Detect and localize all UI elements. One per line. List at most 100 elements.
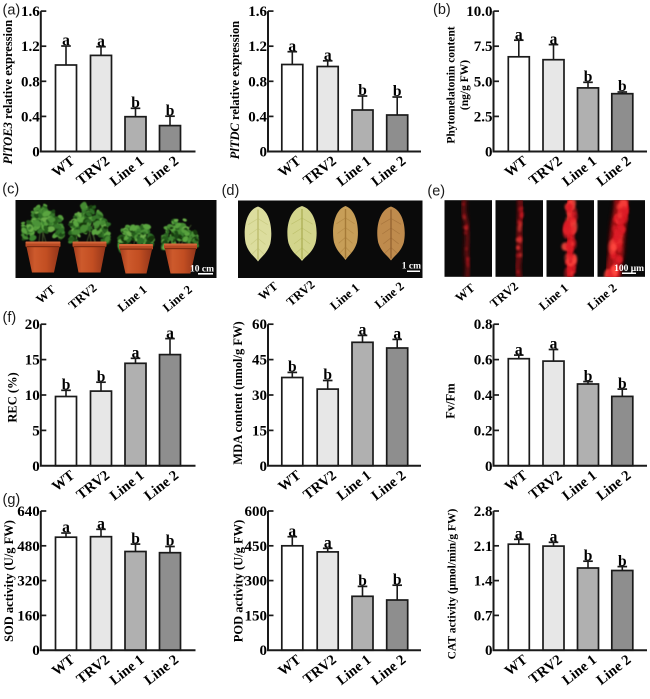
svg-text:b: b bbox=[393, 83, 402, 100]
svg-text:REC (%): REC (%) bbox=[6, 372, 20, 422]
svg-text:5: 5 bbox=[32, 423, 40, 439]
svg-text:a: a bbox=[393, 326, 401, 343]
svg-text:2.8: 2.8 bbox=[474, 504, 493, 520]
svg-text:a: a bbox=[550, 529, 558, 546]
svg-text:0.8: 0.8 bbox=[474, 317, 493, 333]
svg-text:(f): (f) bbox=[3, 310, 17, 326]
svg-text:b: b bbox=[288, 359, 297, 376]
svg-text:b: b bbox=[62, 377, 71, 394]
svg-text:(b): (b) bbox=[433, 2, 451, 18]
svg-text:0.6: 0.6 bbox=[474, 353, 493, 369]
svg-text:320: 320 bbox=[17, 574, 40, 590]
svg-text:0.8: 0.8 bbox=[248, 74, 267, 90]
svg-text:0: 0 bbox=[485, 643, 493, 659]
svg-text:b: b bbox=[584, 69, 593, 86]
svg-text:a: a bbox=[324, 47, 332, 64]
svg-text:100 μm: 100 μm bbox=[614, 264, 644, 274]
svg-text:1.6: 1.6 bbox=[248, 4, 267, 20]
svg-text:MDA content (nmol/g FW): MDA content (nmol/g FW) bbox=[231, 321, 245, 464]
svg-text:0: 0 bbox=[485, 145, 493, 161]
svg-text:0.2: 0.2 bbox=[474, 423, 493, 439]
svg-text:PlTOE3 relative expression: PlTOE3 relative expression bbox=[1, 20, 15, 164]
svg-text:b: b bbox=[131, 530, 140, 547]
svg-text:45: 45 bbox=[252, 353, 267, 369]
svg-text:(e): (e) bbox=[427, 183, 445, 199]
svg-text:a: a bbox=[62, 32, 70, 49]
svg-text:15: 15 bbox=[252, 423, 267, 439]
svg-text:0.8: 0.8 bbox=[21, 74, 40, 90]
svg-text:1.2: 1.2 bbox=[21, 39, 40, 55]
svg-text:2.5: 2.5 bbox=[474, 109, 493, 125]
svg-text:a: a bbox=[97, 33, 105, 50]
svg-text:SOD activity (U/g FW): SOD activity (U/g FW) bbox=[2, 520, 16, 642]
svg-text:b: b bbox=[358, 573, 367, 590]
svg-text:b: b bbox=[166, 533, 175, 550]
svg-text:1 cm: 1 cm bbox=[402, 262, 421, 272]
svg-text:0: 0 bbox=[260, 643, 268, 659]
svg-text:2.1: 2.1 bbox=[474, 539, 493, 555]
svg-text:(d): (d) bbox=[222, 183, 240, 199]
svg-text:(c): (c) bbox=[2, 182, 19, 198]
svg-text:a: a bbox=[359, 322, 367, 339]
svg-text:a: a bbox=[132, 345, 140, 362]
svg-text:1.2: 1.2 bbox=[248, 39, 267, 55]
svg-text:150: 150 bbox=[245, 608, 268, 624]
svg-text:b: b bbox=[323, 367, 332, 384]
svg-text:Fv/Fm: Fv/Fm bbox=[443, 383, 457, 419]
svg-text:60: 60 bbox=[252, 317, 267, 333]
svg-text:7.5: 7.5 bbox=[474, 39, 493, 55]
svg-text:b: b bbox=[393, 571, 402, 588]
svg-text:15: 15 bbox=[25, 353, 40, 369]
svg-text:CAT activity (μmol/min/g FW): CAT activity (μmol/min/g FW) bbox=[447, 508, 459, 659]
svg-text:a: a bbox=[166, 325, 174, 342]
svg-text:10: 10 bbox=[25, 388, 40, 404]
svg-text:480: 480 bbox=[17, 539, 40, 555]
svg-text:0: 0 bbox=[32, 145, 40, 161]
svg-text:a: a bbox=[324, 535, 332, 552]
svg-text:450: 450 bbox=[245, 539, 268, 555]
svg-text:a: a bbox=[288, 38, 296, 55]
svg-text:160: 160 bbox=[17, 608, 40, 624]
svg-text:5.0: 5.0 bbox=[474, 74, 493, 90]
svg-text:0: 0 bbox=[485, 459, 493, 475]
svg-text:b: b bbox=[618, 553, 627, 570]
svg-text:b: b bbox=[584, 547, 593, 564]
svg-text:30: 30 bbox=[252, 388, 267, 404]
svg-text:a: a bbox=[515, 26, 523, 43]
svg-text:10 cm: 10 cm bbox=[190, 265, 214, 275]
svg-text:(g): (g) bbox=[3, 492, 21, 508]
svg-text:(ng/g FW): (ng/g FW) bbox=[459, 60, 471, 110]
svg-text:b: b bbox=[358, 82, 367, 99]
svg-text:1.6: 1.6 bbox=[21, 4, 40, 20]
svg-text:1.4: 1.4 bbox=[474, 574, 493, 590]
svg-text:a: a bbox=[550, 336, 558, 353]
svg-text:20: 20 bbox=[25, 317, 40, 333]
svg-text:0: 0 bbox=[260, 145, 268, 161]
svg-text:a: a bbox=[97, 516, 105, 533]
svg-text:b: b bbox=[97, 368, 106, 385]
svg-text:10.0: 10.0 bbox=[466, 4, 492, 20]
svg-text:b: b bbox=[166, 102, 175, 119]
svg-text:600: 600 bbox=[245, 504, 268, 520]
svg-text:b: b bbox=[584, 368, 593, 385]
svg-text:a: a bbox=[515, 526, 523, 543]
svg-text:0.4: 0.4 bbox=[474, 388, 493, 404]
svg-text:0.4: 0.4 bbox=[248, 109, 267, 125]
svg-text:a: a bbox=[62, 519, 70, 536]
svg-text:a: a bbox=[550, 31, 558, 48]
svg-text:b: b bbox=[131, 95, 140, 112]
svg-text:0: 0 bbox=[32, 459, 40, 475]
svg-text:300: 300 bbox=[245, 574, 268, 590]
svg-text:a: a bbox=[288, 523, 296, 540]
svg-text:a: a bbox=[515, 341, 523, 358]
svg-text:0.7: 0.7 bbox=[474, 608, 493, 624]
svg-text:b: b bbox=[618, 375, 627, 392]
svg-text:POD activity (U/g FW): POD activity (U/g FW) bbox=[232, 520, 246, 643]
svg-text:0: 0 bbox=[32, 643, 40, 659]
svg-text:0.4: 0.4 bbox=[21, 109, 40, 125]
svg-text:640: 640 bbox=[17, 504, 40, 520]
svg-text:0: 0 bbox=[260, 459, 268, 475]
svg-text:PlTDC relative expression: PlTDC relative expression bbox=[228, 21, 242, 159]
svg-text:Phytomelatonin content: Phytomelatonin content bbox=[446, 26, 458, 143]
svg-text:b: b bbox=[618, 78, 627, 95]
